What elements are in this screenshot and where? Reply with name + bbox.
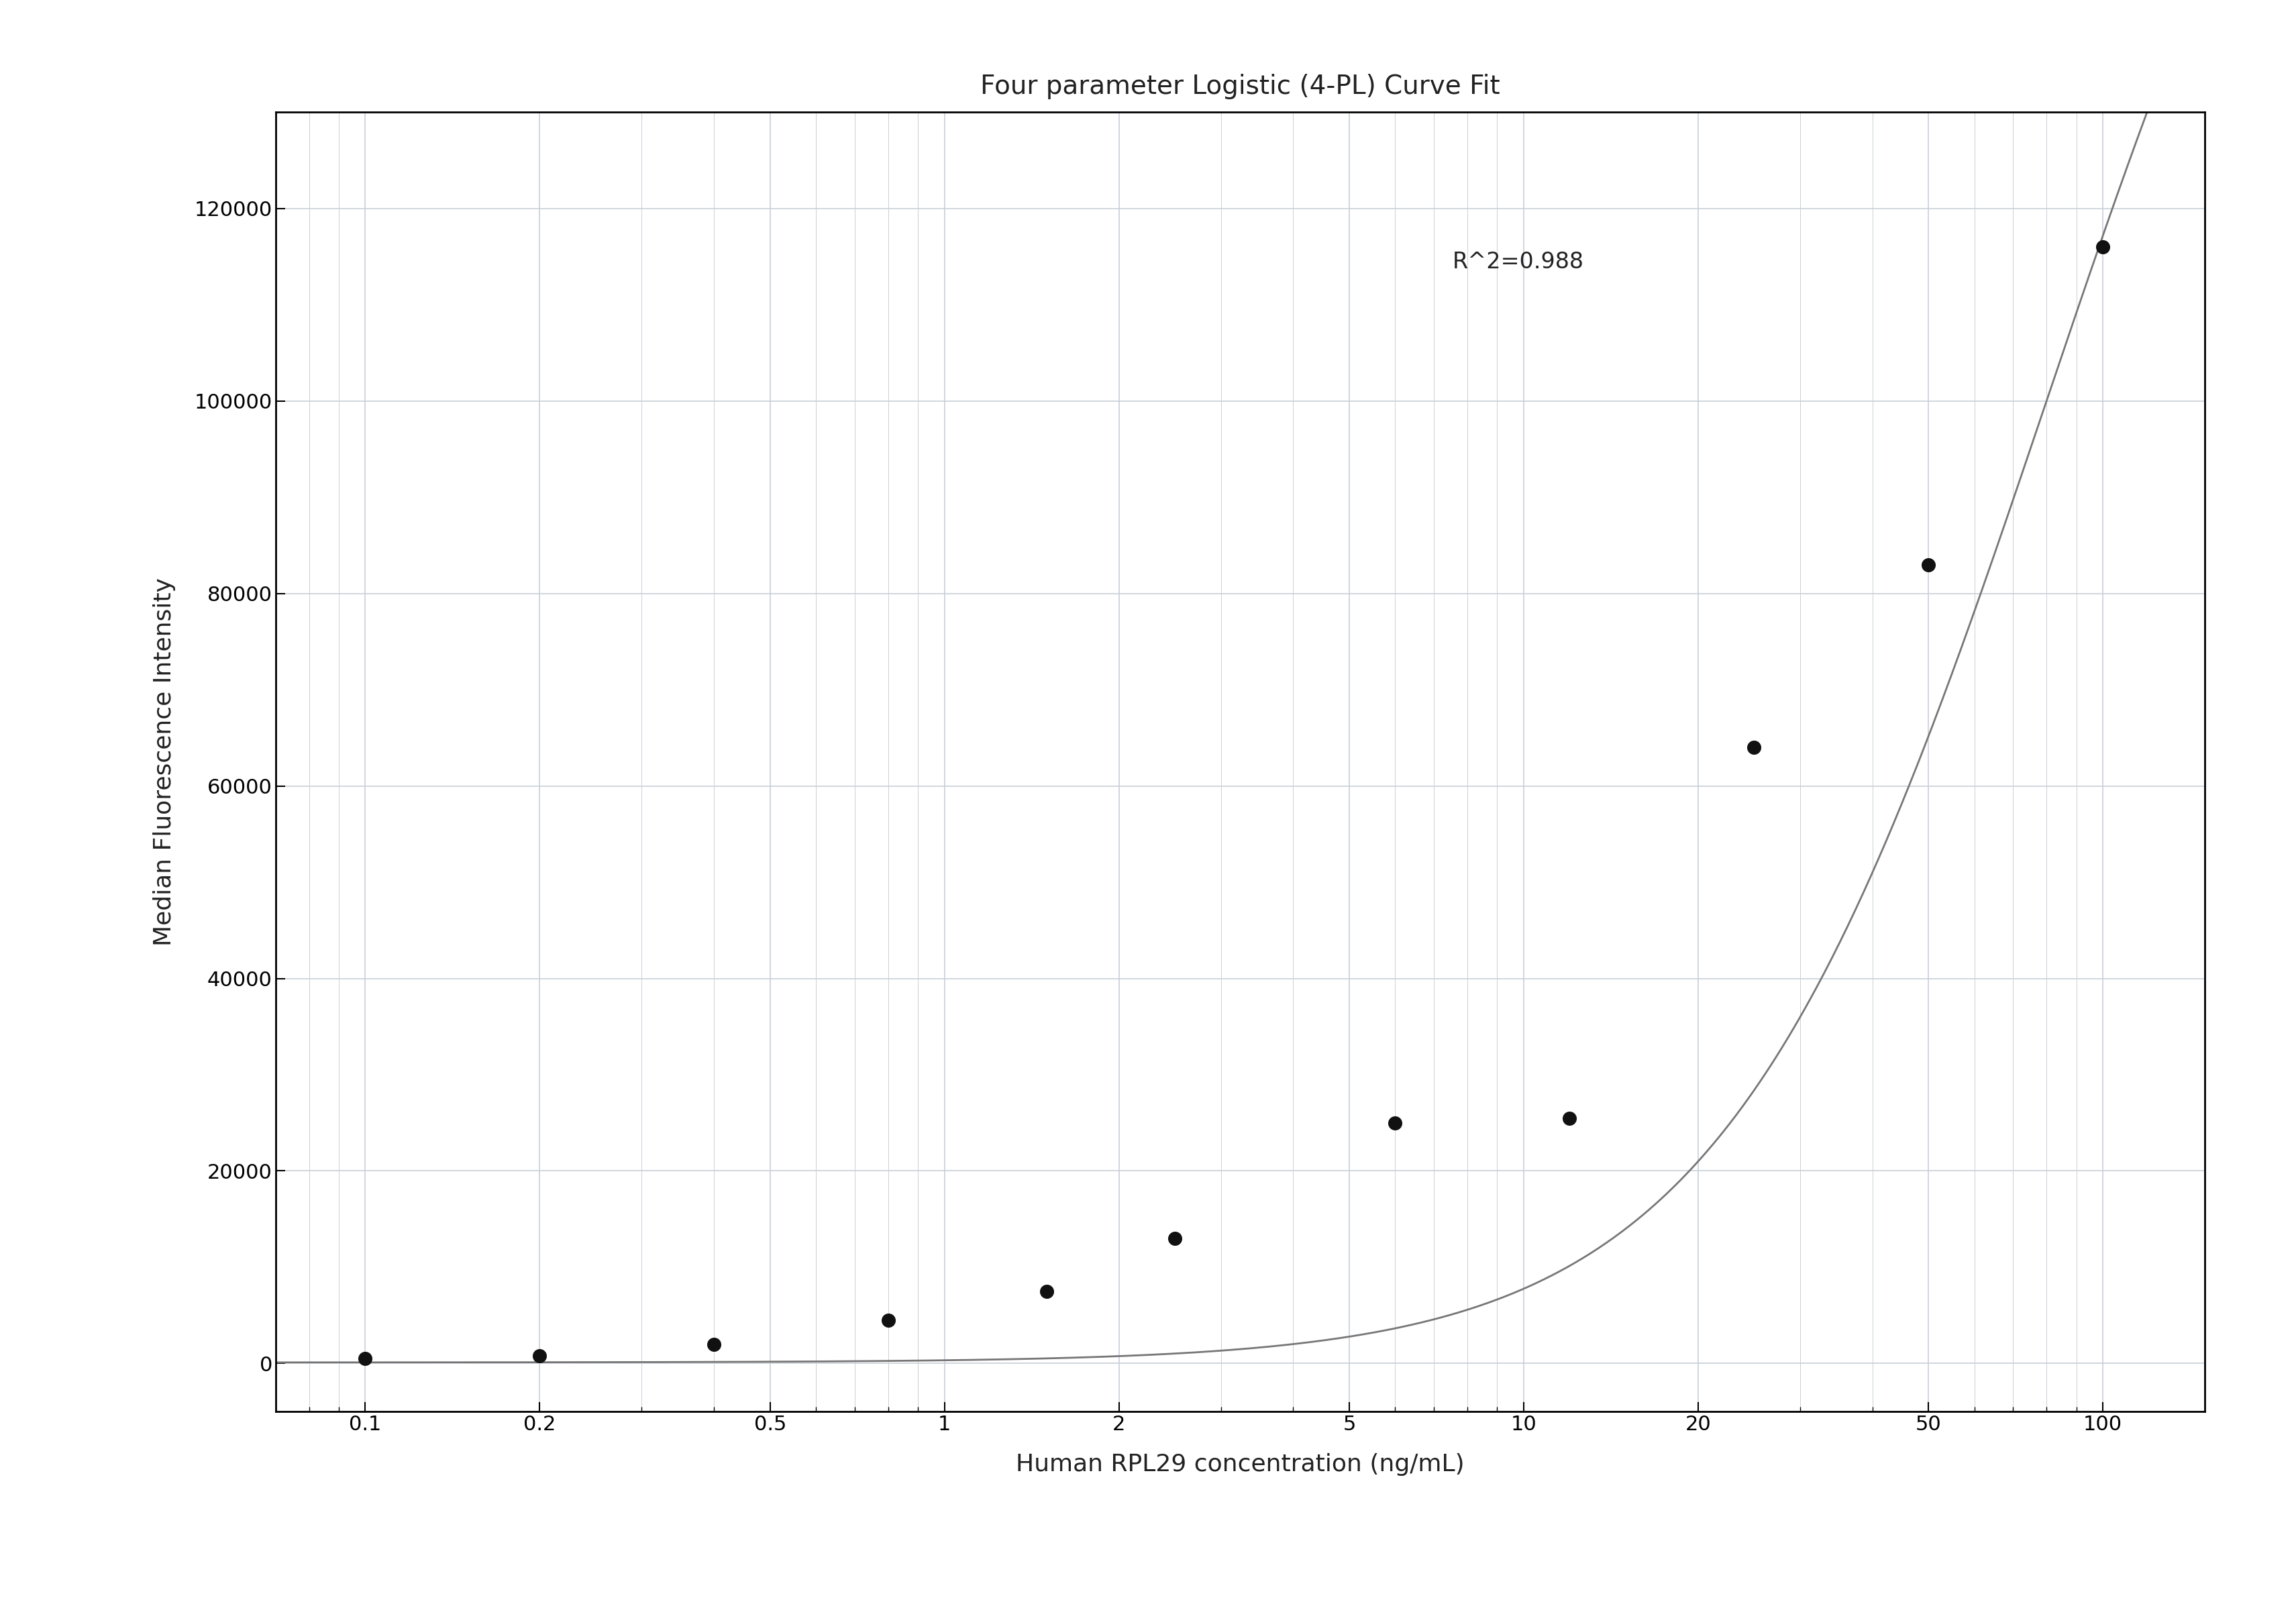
Y-axis label: Median Fluorescence Intensity: Median Fluorescence Intensity xyxy=(154,577,177,946)
Title: Four parameter Logistic (4-PL) Curve Fit: Four parameter Logistic (4-PL) Curve Fit xyxy=(980,74,1499,99)
Point xyxy=(1029,1278,1065,1304)
Point xyxy=(696,1331,732,1357)
Point xyxy=(1736,735,1773,760)
Point xyxy=(1550,1105,1587,1131)
Point xyxy=(347,1346,383,1371)
Point xyxy=(1157,1225,1194,1251)
Text: R^2=0.988: R^2=0.988 xyxy=(1451,250,1584,273)
X-axis label: Human RPL29 concentration (ng/mL): Human RPL29 concentration (ng/mL) xyxy=(1015,1453,1465,1476)
Point xyxy=(2085,234,2122,260)
Point xyxy=(1375,1110,1412,1136)
Point xyxy=(1910,552,1947,577)
Point xyxy=(870,1307,907,1333)
Point xyxy=(521,1343,558,1368)
